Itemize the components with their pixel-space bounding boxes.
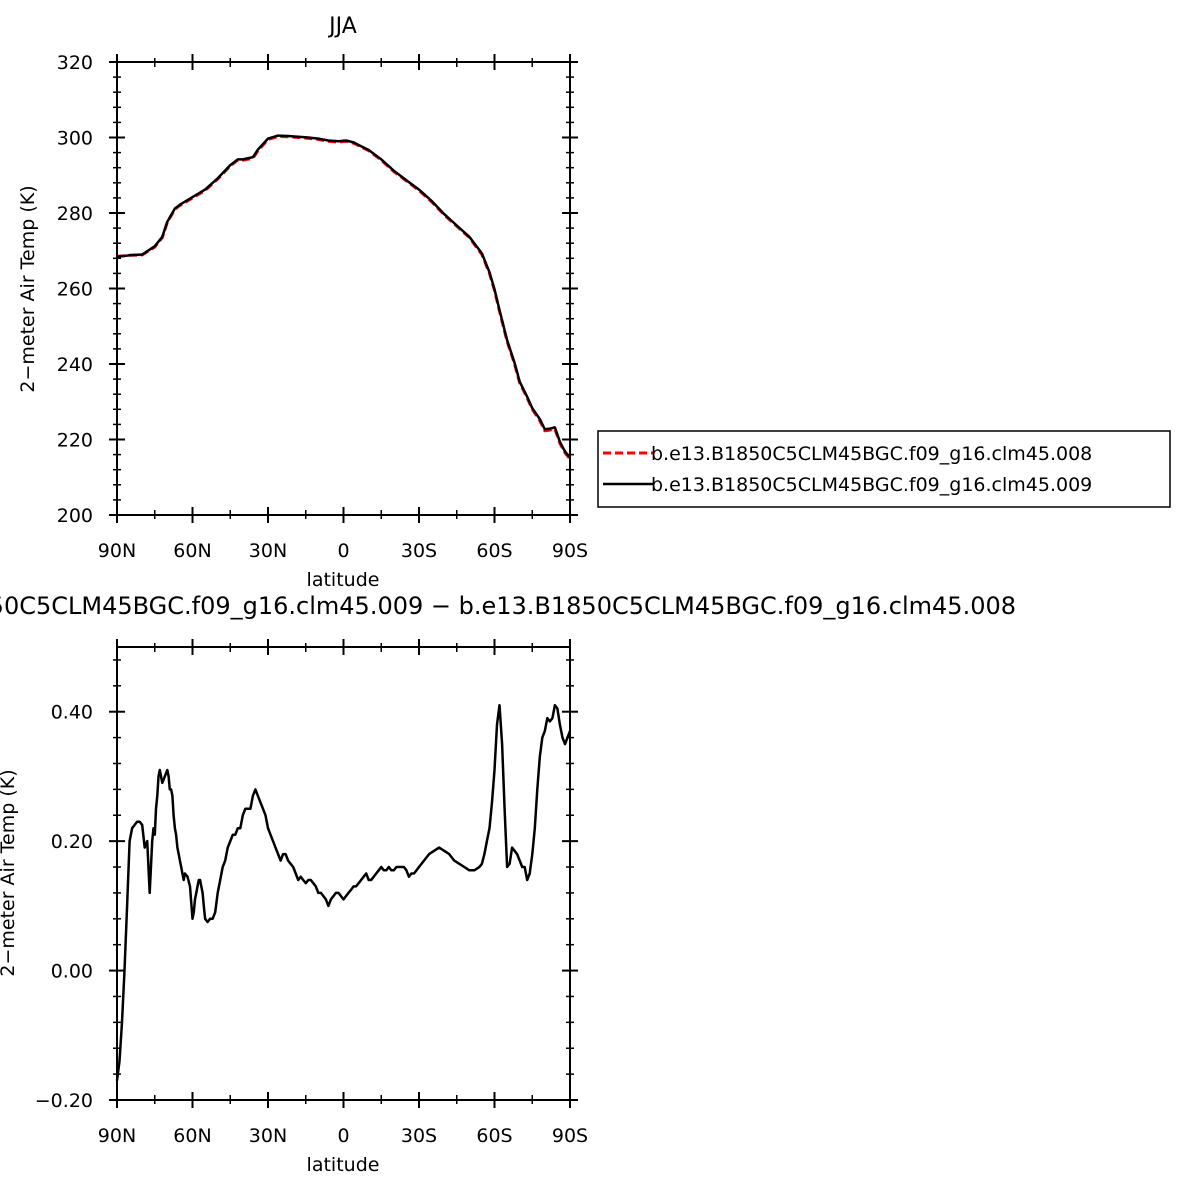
top-plot-frame bbox=[116, 61, 571, 516]
bottom-title: b.e13.B1850C5CLM45BGC.f09_g16.clm45.009 … bbox=[0, 592, 1016, 620]
top-x-tick-label: 90N bbox=[98, 540, 136, 562]
top-y-tick-label: 300 bbox=[57, 128, 93, 150]
bottom-series-layer bbox=[115, 703, 572, 1081]
top-y-tick-label: 280 bbox=[57, 203, 93, 225]
top-y-tick-label: 200 bbox=[57, 505, 93, 527]
legend: b.e13.B1850C5CLM45BGC.f09_g16.clm45.008 … bbox=[597, 430, 1171, 508]
legend-label-008: b.e13.B1850C5CLM45BGC.f09_g16.clm45.008 bbox=[651, 443, 1092, 465]
bottom-x-tick-label: 30S bbox=[401, 1125, 437, 1147]
top-x-tick-label: 90S bbox=[552, 540, 588, 562]
top-x-axis-label: latitude bbox=[307, 569, 380, 591]
top-x-tick-label: 60N bbox=[173, 540, 211, 562]
bottom-x-tick-label: 60N bbox=[173, 1125, 211, 1147]
top-x-tick-label: 0 bbox=[337, 540, 349, 562]
bottom-y-tick-label: −0.20 bbox=[35, 1090, 93, 1112]
bottom-y-tick-label: 0.20 bbox=[51, 831, 93, 853]
top-y-tick-label: 220 bbox=[57, 430, 93, 452]
top-title: JJA bbox=[327, 14, 357, 39]
bottom-series-line-0 bbox=[115, 703, 572, 1081]
top-y-tick-label: 240 bbox=[57, 354, 93, 376]
top-x-tick-label: 30N bbox=[249, 540, 287, 562]
bottom-x-tick-label: 90N bbox=[98, 1125, 136, 1147]
top-y-tick-label: 320 bbox=[57, 52, 93, 74]
top-series-line-0 bbox=[116, 134, 572, 461]
top-panel: JJA 90N 60N 30N 0 30S 60S 90S 200 220 240 260 280 30… bbox=[17, 14, 588, 591]
top-ticks: 90N 60N 30N 0 30S 60S 90S 200 220 240 260 280 300 320 bbox=[57, 52, 588, 562]
bottom-y-tick-label: 0.40 bbox=[51, 702, 93, 724]
legend-box bbox=[597, 430, 1171, 508]
bottom-x-tick-label: 60S bbox=[476, 1125, 512, 1147]
bottom-y-axis-label: 2−meter Air Temp (K) bbox=[0, 769, 19, 976]
bottom-x-axis-label: latitude bbox=[307, 1154, 380, 1176]
top-y-axis-label: 2−meter Air Temp (K) bbox=[17, 185, 39, 392]
bottom-x-tick-label: 90S bbox=[552, 1125, 588, 1147]
bottom-panel: b.e13.B1850C5CLM45BGC.f09_g16.clm45.009 … bbox=[0, 592, 1016, 1176]
top-series-line-1 bbox=[116, 134, 571, 459]
bottom-ticks: 90N 60N 30N 0 30S 60S 90S −0.20 0.00 0.20 0.40 bbox=[35, 639, 588, 1147]
top-x-tick-label: 60S bbox=[476, 540, 512, 562]
bottom-x-tick-label: 0 bbox=[337, 1125, 349, 1147]
top-y-tick-label: 260 bbox=[57, 279, 93, 301]
top-series-layer bbox=[116, 134, 572, 461]
top-x-tick-label: 30S bbox=[401, 540, 437, 562]
bottom-x-tick-label: 30N bbox=[249, 1125, 287, 1147]
legend-label-009: b.e13.B1850C5CLM45BGC.f09_g16.clm45.009 bbox=[651, 474, 1092, 496]
bottom-y-tick-label: 0.00 bbox=[51, 961, 93, 983]
